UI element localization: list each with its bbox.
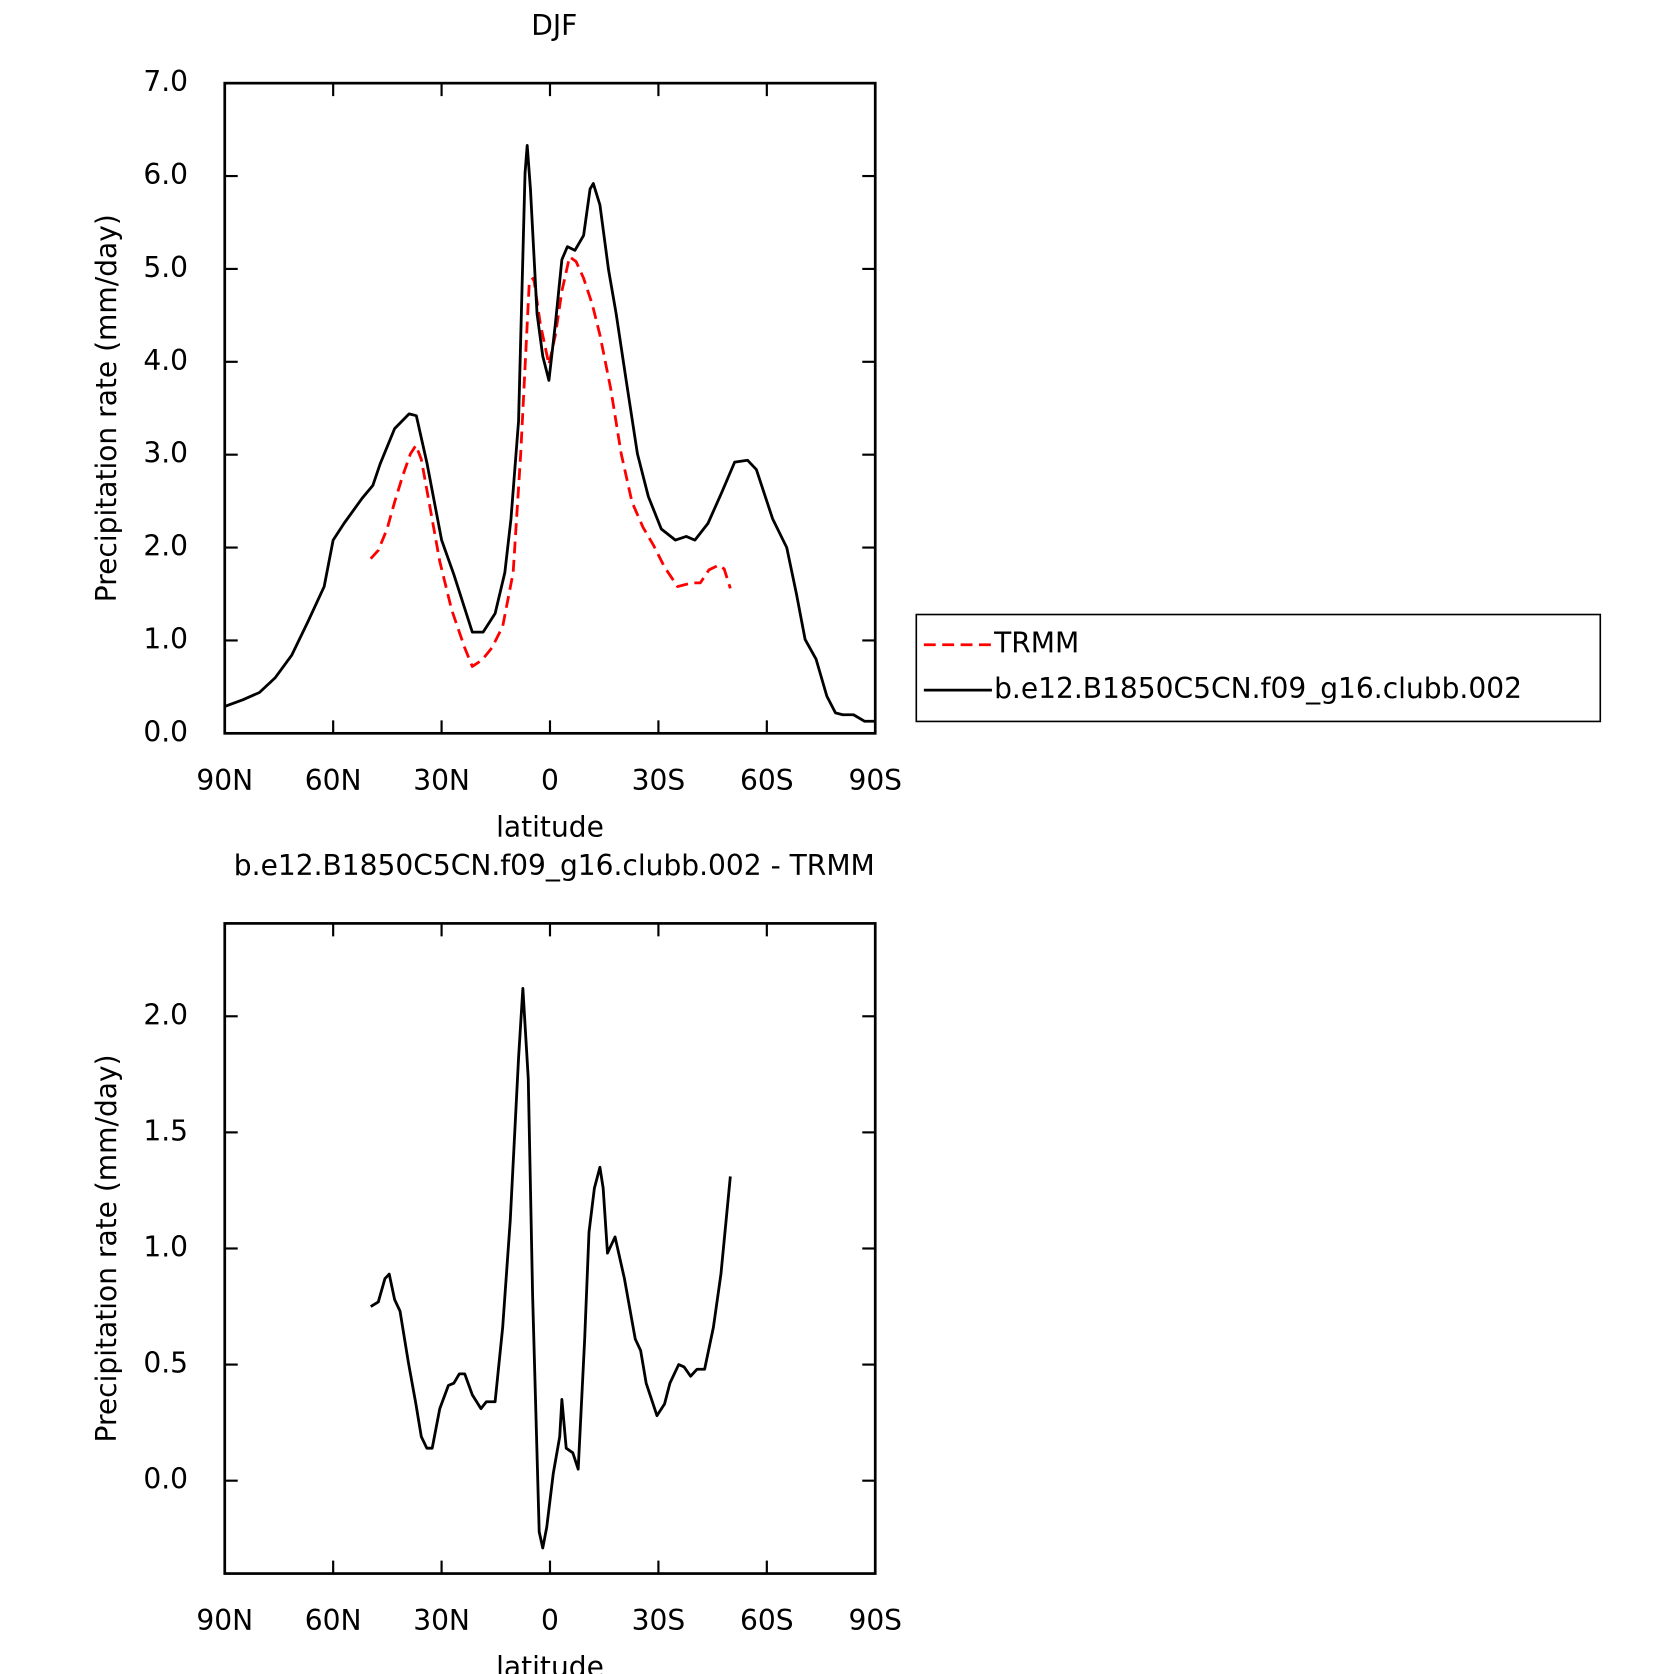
y-tick-label: 1.0: [143, 1230, 188, 1263]
y-tick-label: 1.5: [143, 1114, 188, 1147]
chart-title: b.e12.B1850C5CN.f09_g16.clubb.002 - TRMM: [234, 849, 875, 882]
x-tick-label: 30S: [632, 764, 686, 797]
x-tick-label: 90S: [848, 764, 902, 797]
data-line: [224, 143, 876, 723]
y-tick-label: 0.0: [143, 715, 188, 748]
x-tick-label: 0: [541, 764, 559, 797]
x-tick-label: 30N: [413, 1604, 470, 1637]
y-tick-label: 4.0: [143, 344, 188, 377]
legend-box: [915, 613, 1602, 723]
x-tick-label: 90N: [196, 764, 253, 797]
x-tick-label: 30N: [413, 764, 470, 797]
x-tick-label: 90S: [848, 1604, 902, 1637]
legend-label: TRMM: [993, 627, 1079, 660]
y-tick-label: 2.0: [143, 530, 188, 563]
y-tick-label: 0.5: [143, 1347, 188, 1380]
plot-frame: [223, 922, 877, 1575]
data-line: [369, 255, 732, 668]
x-tick-label: 60N: [305, 1604, 362, 1637]
plot-frame: [223, 81, 877, 735]
data-line: [369, 987, 732, 1550]
legend-label: b.e12.B1850C5CN.f09_g16.clubb.002: [994, 672, 1522, 705]
x-tick-label: 90N: [196, 1604, 253, 1637]
x-tick-label: 0: [541, 1604, 559, 1637]
x-axis-label: latitude: [496, 810, 604, 843]
y-axis-label: Precipitation rate (mm/day): [90, 1054, 123, 1442]
chart-title: DJF: [531, 9, 577, 42]
y-tick-label: 5.0: [143, 251, 188, 284]
y-axis-label: Precipitation rate (mm/day): [90, 214, 123, 602]
x-tick-label: 60S: [740, 764, 794, 797]
x-tick-label: 60N: [305, 764, 362, 797]
x-tick-label: 60S: [740, 1604, 794, 1637]
y-tick-label: 1.0: [143, 622, 188, 655]
y-tick-label: 3.0: [143, 437, 188, 470]
x-tick-label: 30S: [632, 1604, 686, 1637]
y-tick-label: 2.0: [143, 998, 188, 1031]
y-tick-label: 7.0: [143, 65, 188, 98]
x-axis-label: latitude: [496, 1651, 604, 1674]
y-tick-label: 0.0: [143, 1463, 188, 1496]
y-tick-label: 6.0: [143, 158, 188, 191]
